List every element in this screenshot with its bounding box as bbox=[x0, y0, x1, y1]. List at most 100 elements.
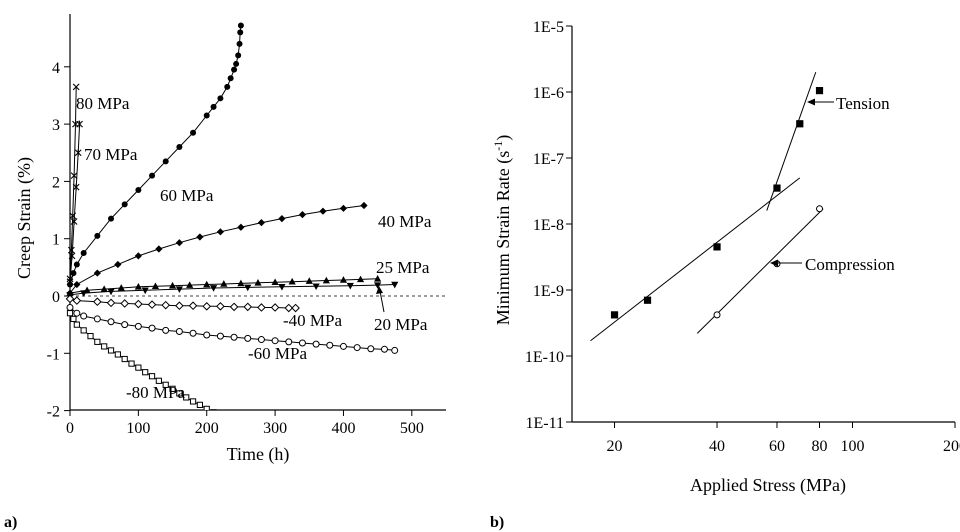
a-series-label-40mpa: 40 MPa bbox=[378, 212, 432, 231]
a-data-point bbox=[151, 282, 160, 290]
a-data-point bbox=[168, 281, 177, 289]
a-data-point bbox=[155, 377, 162, 384]
a-data-point bbox=[162, 326, 170, 334]
a-series-minus60mpa bbox=[66, 303, 399, 354]
a-data-point bbox=[117, 284, 125, 291]
a-y-axis-title: Creep Strain (%) bbox=[14, 157, 35, 279]
a-data-point bbox=[216, 228, 224, 236]
panel-a-axes: 0 100 200 300 400 500 -2 -1 0 1 2 3 4 Time (h) Cree… bbox=[14, 14, 446, 465]
a-data-point bbox=[284, 303, 294, 313]
a-series-line bbox=[69, 312, 211, 410]
b-data-point bbox=[773, 184, 781, 192]
a-data-point bbox=[175, 328, 183, 336]
a-y-tick-label: 4 bbox=[52, 60, 60, 77]
a-data-point bbox=[175, 239, 183, 247]
b-data-point bbox=[643, 296, 652, 304]
a-data-point bbox=[94, 338, 101, 345]
a-data-point bbox=[72, 83, 80, 91]
a-data-point bbox=[339, 204, 348, 212]
a-data-point bbox=[203, 331, 211, 339]
a-series-label-70mpa: 70 MPa bbox=[84, 145, 138, 164]
b-series-label-tension: Tension bbox=[836, 94, 890, 113]
b-plot-area bbox=[590, 71, 824, 342]
a-data-point bbox=[210, 409, 217, 410]
b-x-tick-label: 100 bbox=[841, 438, 865, 455]
a-data-point bbox=[72, 183, 80, 191]
a-data-point bbox=[149, 172, 156, 179]
b-data-point bbox=[815, 87, 824, 95]
b-y-tick-label: 1E-10 bbox=[525, 349, 564, 366]
a-data-point bbox=[257, 219, 266, 227]
a-data-point bbox=[220, 280, 228, 287]
b-y-tick-label: 1E-8 bbox=[533, 217, 564, 234]
b-data-point bbox=[816, 205, 824, 213]
a-data-point bbox=[244, 334, 252, 342]
b-x-ticks: 20 40 60 80 100 200 bbox=[607, 422, 960, 455]
b-series-labels: Tension Compression bbox=[770, 94, 895, 274]
b-x-tick-label: 40 bbox=[709, 438, 725, 455]
a-data-point bbox=[183, 394, 190, 401]
a-data-point bbox=[93, 269, 101, 277]
a-data-point bbox=[67, 281, 73, 288]
a-data-point bbox=[356, 275, 365, 283]
a-series-20mpa bbox=[66, 281, 399, 299]
a-data-point bbox=[80, 250, 87, 257]
a-data-point bbox=[298, 211, 307, 219]
b-y-ticks: 1E-11 1E-10 1E-9 1E-8 1E-7 1E-6 1E-5 bbox=[525, 19, 572, 432]
a-data-point bbox=[216, 302, 225, 311]
a-data-point bbox=[285, 338, 293, 346]
a-series-line bbox=[69, 124, 81, 282]
a-x-tick-label: 200 bbox=[195, 420, 219, 437]
a-data-point bbox=[141, 287, 149, 295]
b-y-axis-title-sup: -1 bbox=[491, 141, 505, 151]
a-data-point bbox=[70, 172, 78, 180]
b-data-point bbox=[713, 311, 721, 319]
a-data-point bbox=[326, 341, 334, 349]
a-data-point bbox=[202, 302, 212, 311]
a-data-point bbox=[278, 284, 286, 291]
a-x-axis-title: Time (h) bbox=[227, 444, 290, 465]
b-x-tick-label: 80 bbox=[812, 438, 828, 455]
a-data-point bbox=[70, 315, 77, 323]
a-data-point bbox=[121, 355, 128, 363]
a-data-point bbox=[391, 346, 399, 354]
b-tension-pointer-head bbox=[807, 98, 815, 106]
panel-b-label: b) bbox=[490, 514, 504, 531]
a-data-point bbox=[288, 277, 296, 285]
a-data-point bbox=[186, 281, 194, 288]
a-data-point bbox=[70, 218, 78, 226]
a-data-point bbox=[270, 303, 280, 312]
a-data-point bbox=[80, 290, 88, 297]
panel-b-axes: 20406080100200 1E-111E-101E-91E-81E-71E-… bbox=[491, 19, 960, 496]
a-data-point bbox=[360, 201, 368, 210]
b-y-axis-title-tail: ) bbox=[493, 135, 514, 141]
a-data-point bbox=[230, 333, 238, 341]
a-series-25mpa bbox=[66, 275, 382, 296]
a-data-point bbox=[235, 52, 242, 59]
a-data-point bbox=[169, 385, 176, 392]
b-series-tension bbox=[610, 87, 824, 319]
b-x-tick-label: 200 bbox=[943, 438, 960, 455]
a-data-point bbox=[217, 95, 224, 102]
a-plot-area bbox=[65, 22, 399, 410]
a-data-point bbox=[107, 318, 115, 326]
a-data-point bbox=[106, 298, 116, 308]
a-data-point bbox=[87, 333, 94, 340]
a-data-point bbox=[203, 112, 210, 119]
a-data-point bbox=[236, 40, 243, 47]
a-data-point bbox=[135, 364, 142, 371]
a-data-point bbox=[312, 340, 320, 348]
a-data-point bbox=[322, 276, 330, 284]
a-x-tick-label: 500 bbox=[400, 420, 424, 437]
a-data-point bbox=[203, 405, 210, 410]
a-data-point bbox=[237, 29, 244, 36]
a-x-tick-label: 0 bbox=[66, 420, 74, 437]
a-data-point bbox=[107, 288, 115, 296]
a-data-point bbox=[237, 22, 244, 29]
a-data-point bbox=[176, 390, 183, 397]
a-series-label-25mpa: 25 MPa bbox=[376, 258, 430, 277]
a-data-point bbox=[257, 336, 265, 344]
a-data-point bbox=[73, 321, 80, 328]
a-data-point bbox=[94, 232, 101, 239]
